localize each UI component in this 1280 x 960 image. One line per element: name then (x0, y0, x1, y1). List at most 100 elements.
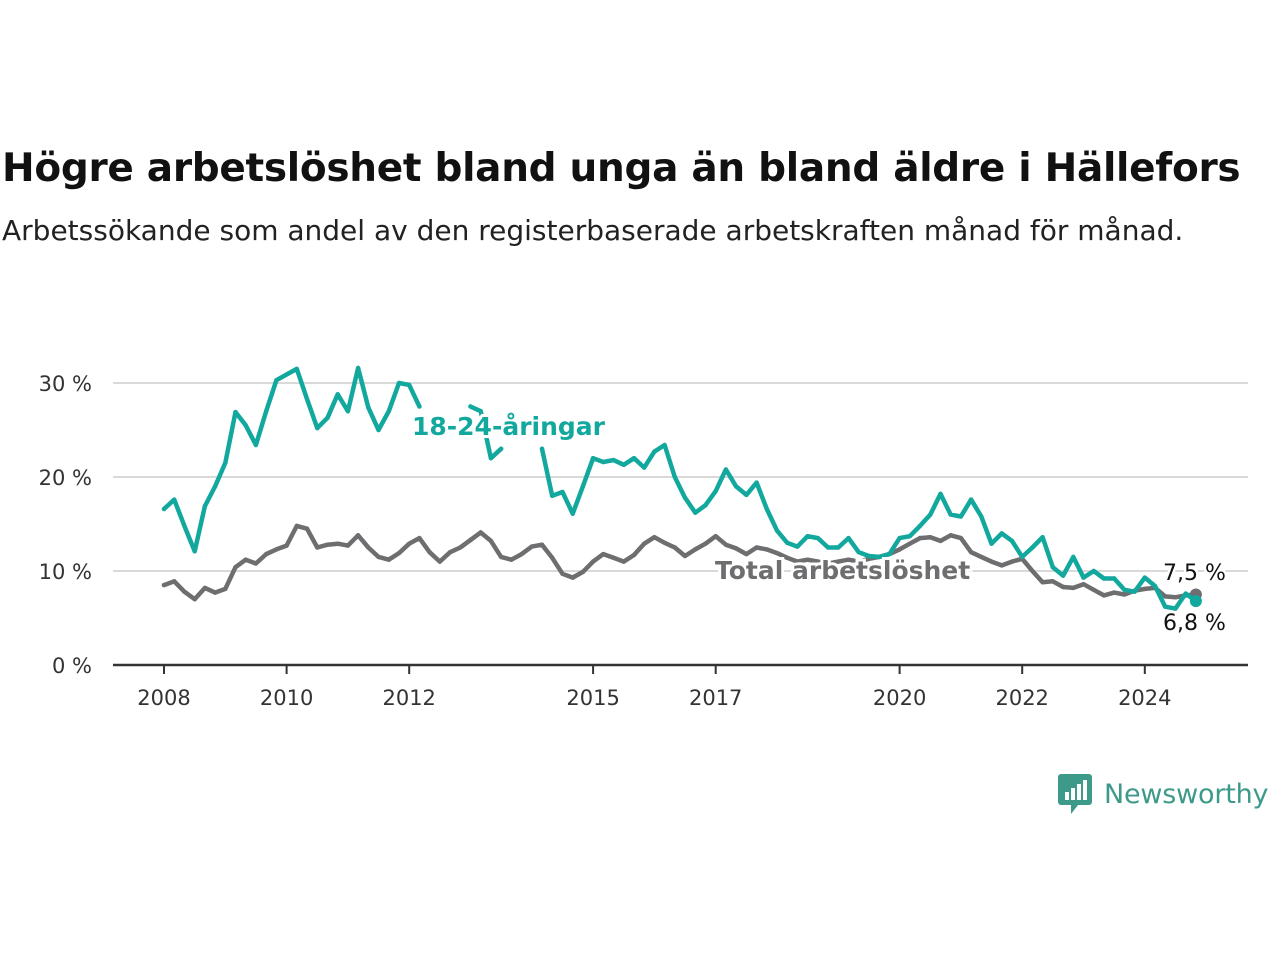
data-point-1-68 (907, 534, 912, 539)
data-point-1-95 (1183, 591, 1188, 596)
data-point-1-24 (407, 382, 412, 388)
data-point-1-18 (345, 409, 351, 414)
y-axis-tick-labels: 0 % 10 % 20 % 30 % (39, 372, 92, 678)
data-point-1-28 (478, 409, 483, 414)
data-point-0-54 (713, 534, 718, 539)
data-point-0-46 (631, 552, 637, 558)
data-point-0-2 (182, 589, 187, 594)
data-point-0-96 (1142, 586, 1148, 592)
data-point-0-73 (907, 541, 912, 546)
data-point-0-5 (212, 590, 218, 595)
data-point-0-3 (192, 597, 197, 602)
data-point-0-17 (335, 541, 340, 546)
data-point-1-34 (560, 489, 565, 495)
x-tick-label-2022: 2022 (995, 686, 1048, 710)
end-point-1 (1189, 595, 1202, 608)
data-point-1-70 (928, 512, 933, 517)
data-point-1-14 (304, 396, 310, 402)
data-point-1-3 (192, 549, 197, 554)
data-point-0-87 (1050, 579, 1056, 584)
x-tick-label-2020: 2020 (873, 686, 926, 710)
data-point-1-86 (1091, 568, 1096, 574)
data-point-0-94 (1122, 592, 1127, 597)
y-gridlines (113, 382, 1248, 572)
data-point-0-93 (1112, 590, 1117, 595)
data-point-1-29 (488, 456, 494, 461)
data-point-0-41 (580, 569, 586, 575)
data-point-1-65 (877, 554, 882, 560)
data-point-1-76 (989, 541, 994, 546)
data-point-0-53 (703, 541, 708, 546)
data-point-0-60 (774, 550, 780, 556)
data-point-1-13 (294, 366, 299, 372)
data-point-0-11 (274, 547, 279, 552)
series-line-1 (161, 365, 1199, 611)
y-tick-label-20: 20 % (39, 466, 92, 490)
data-point-1-73 (958, 514, 964, 519)
data-point-1-22 (386, 409, 391, 414)
data-point-1-88 (1112, 576, 1117, 581)
data-point-0-27 (437, 559, 442, 564)
data-point-0-25 (417, 535, 422, 541)
data-point-1-53 (754, 480, 759, 485)
data-point-0-76 (938, 538, 943, 544)
data-point-0-83 (1009, 559, 1015, 564)
data-point-1-54 (764, 506, 769, 512)
newsworthy-logo-text: Newsworthy (1104, 778, 1269, 810)
data-point-1-51 (733, 484, 739, 489)
data-point-0-55 (723, 542, 729, 547)
data-point-0-29 (458, 545, 463, 550)
data-point-1-27 (468, 404, 473, 409)
data-point-1-74 (968, 497, 974, 502)
data-point-1-52 (744, 492, 749, 498)
data-point-1-64 (866, 553, 872, 559)
x-tick-label-2012: 2012 (382, 686, 435, 710)
data-point-1-46 (682, 495, 688, 500)
data-point-0-51 (682, 553, 688, 559)
data-point-0-79 (968, 550, 974, 555)
x-tick-label-2008: 2008 (137, 686, 190, 710)
data-point-1-37 (590, 456, 596, 461)
data-point-1-1 (172, 497, 177, 502)
data-point-1-8 (243, 423, 248, 428)
data-point-1-75 (979, 514, 984, 519)
data-point-0-30 (468, 537, 473, 543)
data-point-0-82 (999, 563, 1004, 568)
data-point-0-18 (345, 543, 351, 548)
data-point-1-49 (713, 488, 718, 494)
data-point-0-58 (754, 545, 759, 550)
data-point-0-23 (396, 550, 402, 556)
data-point-1-4 (202, 503, 208, 509)
data-point-1-2 (182, 523, 187, 529)
data-point-0-40 (570, 575, 575, 580)
data-point-0-4 (202, 585, 208, 591)
data-point-0-38 (550, 555, 555, 560)
end-value-young: 6,8 % (1163, 611, 1226, 636)
data-point-0-98 (1163, 594, 1168, 599)
data-point-1-58 (805, 534, 810, 539)
data-point-0-52 (693, 547, 698, 552)
chart-subtitle: Arbetssökande som andel av den registerb… (2, 214, 1184, 247)
data-point-1-15 (315, 425, 320, 431)
data-point-0-34 (509, 557, 514, 562)
data-point-1-78 (1009, 538, 1015, 544)
data-point-0-9 (253, 561, 259, 566)
data-point-0-74 (917, 535, 923, 541)
series-label-young: 18-24-åringar (412, 412, 606, 441)
data-point-0-64 (815, 559, 821, 564)
data-point-0-67 (846, 557, 851, 562)
data-point-0-7 (233, 565, 238, 570)
series-label-total: Total arbetslöshet (715, 556, 970, 585)
data-point-0-61 (785, 555, 790, 560)
data-point-1-80 (1030, 545, 1035, 550)
series-lines (161, 365, 1202, 611)
data-point-0-12 (284, 543, 289, 548)
data-point-1-89 (1122, 587, 1127, 592)
data-point-0-47 (642, 541, 647, 546)
data-point-0-50 (672, 545, 677, 550)
data-point-1-40 (621, 462, 626, 467)
end-value-total: 7,5 % (1163, 561, 1226, 586)
data-point-0-21 (376, 554, 381, 560)
data-point-0-8 (243, 557, 248, 562)
data-point-1-43 (652, 449, 657, 454)
